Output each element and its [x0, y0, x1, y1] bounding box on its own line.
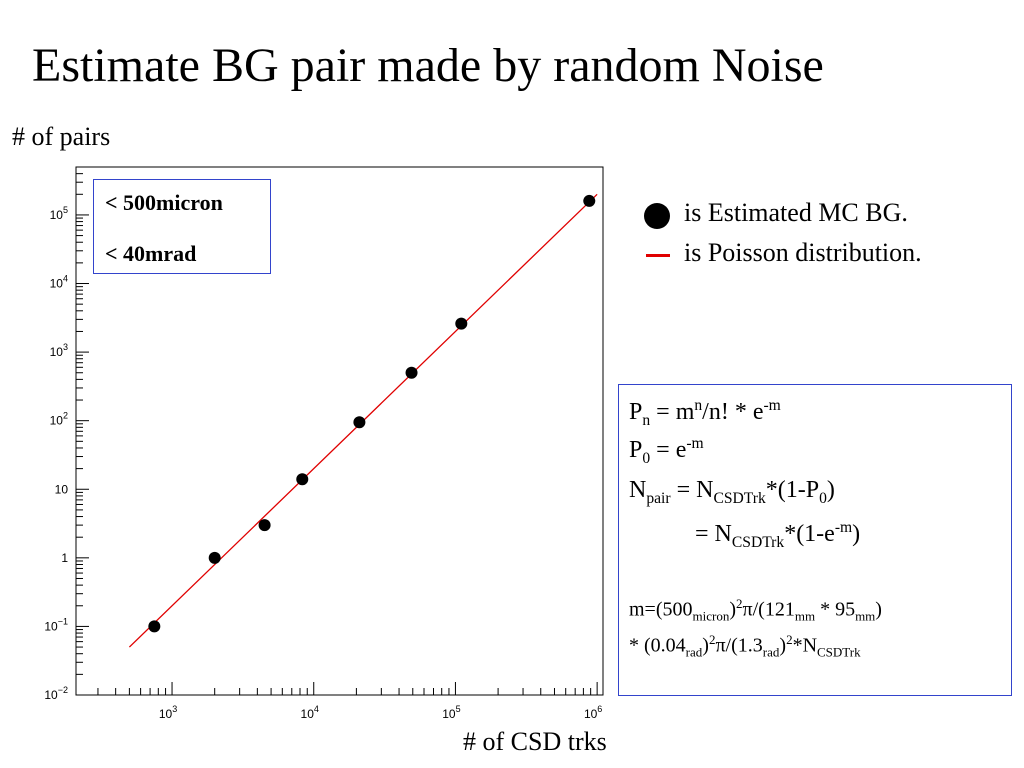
cut-angle: < 40mrad	[105, 241, 197, 266]
x-tick-label: 106	[584, 704, 602, 721]
x-tick-label: 104	[301, 704, 319, 721]
data-point	[405, 366, 418, 379]
formula-m-line1: m=(500micron)2π/(121mm * 95mm)	[629, 596, 882, 624]
data-point	[455, 317, 468, 330]
formula-npair: Npair = NCSDTrk*(1-P0)	[629, 477, 835, 507]
x-tick-label: 103	[159, 704, 177, 721]
y-tick-label: 104	[50, 274, 68, 291]
cut-box: < 500micron < 40mrad	[93, 179, 271, 274]
y-tick-label: 105	[50, 205, 68, 222]
x-axis-label: # of CSD trks	[463, 727, 607, 756]
legend-points-label: is Estimated MC BG.	[684, 198, 908, 227]
x-tick-label: 105	[442, 704, 460, 721]
data-point	[208, 551, 221, 564]
y-tick-label: 102	[50, 411, 68, 428]
formula-poisson: Pn = mn/n! * e-m	[629, 397, 781, 429]
cut-distance: < 500micron	[105, 190, 223, 215]
y-tick-label: 1	[61, 551, 68, 565]
y-tick-label: 10	[55, 482, 69, 496]
legend-line-label: is Poisson distribution.	[684, 238, 922, 267]
y-axis-label: # of pairs	[12, 122, 111, 151]
formula-box: Pn = mn/n! * e-m P0 = e-m Npair = NCSDTr…	[618, 384, 1012, 696]
data-point	[583, 194, 596, 207]
page-title: Estimate BG pair made by random Noise	[32, 39, 824, 92]
red-line-icon	[646, 254, 670, 257]
data-point	[258, 519, 271, 532]
formula-npair-expanded: = NCSDTrk*(1-e-m)	[695, 519, 861, 551]
y-tick-label: 10−1	[44, 616, 68, 633]
y-tick-label: 10−2	[44, 685, 68, 702]
y-tick-label: 103	[50, 342, 68, 359]
formula-m-line2: * (0.04rad)2π/(1.3rad)2*NCSDTrk	[629, 632, 861, 660]
data-point	[296, 473, 309, 486]
data-point	[353, 416, 366, 429]
data-point	[148, 620, 161, 633]
formula-p0: P0 = e-m	[629, 435, 704, 467]
circle-marker-icon	[644, 203, 670, 229]
